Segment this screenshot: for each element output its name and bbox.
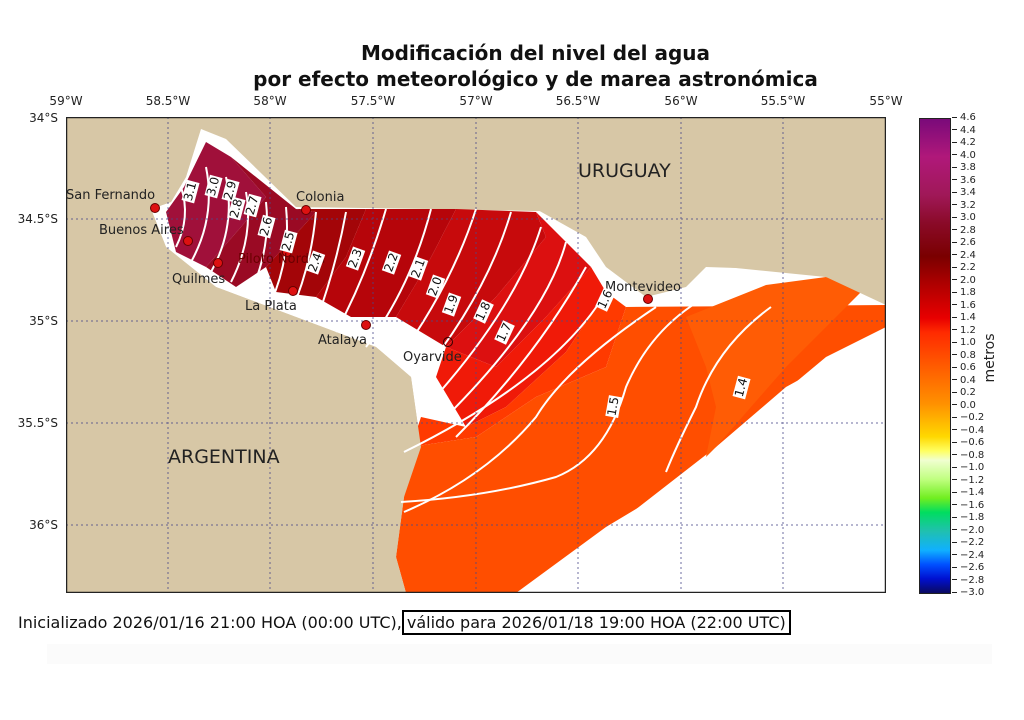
colorbar-tick: −3.0 — [952, 588, 984, 598]
colorbar-tick: 0.4 — [952, 375, 976, 386]
colorbar-tick: 3.8 — [952, 163, 976, 173]
place-label-oyarvide: Oyarvide — [403, 350, 462, 365]
lon-tick-56w: 56°W — [664, 94, 698, 108]
place-label-colonia: Colonia — [296, 190, 345, 205]
lat-tick-35s: 35°S — [29, 314, 58, 328]
colorbar-tick: 4.6 — [952, 113, 976, 123]
footer-band — [47, 644, 992, 664]
colorbar-tick: 3.4 — [952, 188, 976, 198]
place-label-san-fernando: San Fernando — [66, 188, 156, 203]
lon-tick-59w: 59°W — [49, 94, 83, 108]
lat-tick-34s: 34°S — [29, 111, 58, 125]
colorbar-tick: 2.4 — [952, 250, 976, 261]
colorbar-tick: −0.4 — [952, 425, 984, 436]
colorbar-tick: −2.0 — [952, 525, 984, 536]
place-label-quilmes: Quilmes — [172, 272, 226, 287]
place-label-buenos-aires: Buenos Aires — [99, 223, 184, 238]
place-label-montevideo: Montevideo — [605, 280, 682, 295]
map-canvas — [66, 117, 886, 593]
colorbar-tick: −1.2 — [952, 475, 984, 486]
lon-tick-58-5w: 58.5°W — [145, 94, 191, 108]
marker-buenos-aires[interactable] — [183, 236, 193, 246]
marker-oyarvide[interactable] — [443, 337, 453, 347]
initialized-text: Inicializado 2026/01/16 21:00 HOA (00:00… — [18, 613, 402, 632]
lat-tick-35-5s: 35.5°S — [17, 416, 58, 430]
map-plot-area[interactable] — [66, 117, 886, 593]
marker-la-plata[interactable] — [288, 286, 298, 296]
colorbar-tick: −2.2 — [952, 538, 984, 548]
colorbar-tick: −2.6 — [952, 563, 984, 573]
country-label-argentina: ARGENTINA — [168, 446, 280, 468]
title-line-1: Modificación del nivel del agua — [360, 41, 711, 65]
colorbar-tick: 2.8 — [952, 225, 976, 236]
colorbar-tick: 4.2 — [952, 138, 976, 148]
colorbar-tick: −2.4 — [952, 550, 984, 561]
level-1.4-zone — [686, 277, 866, 457]
marker-colonia[interactable] — [301, 205, 311, 215]
level-1.7-zone — [436, 267, 606, 427]
lat-tick-34-5s: 34.5°S — [17, 212, 58, 226]
colorbar-tick: −2.8 — [952, 575, 984, 586]
level-3.1-zone — [166, 142, 266, 267]
place-label-la-plata: La Plata — [245, 299, 297, 314]
colorbar — [919, 118, 951, 594]
colorbar-tick: 4.0 — [952, 150, 976, 161]
lon-tick-58w: 58°W — [253, 94, 287, 108]
marker-quilmes[interactable] — [213, 258, 223, 268]
colorbar-tick: 1.6 — [952, 300, 976, 311]
colorbar-tick: 0.8 — [952, 350, 976, 361]
valid-for-text: válido para 2026/01/18 19:00 HOA (22:00 … — [401, 610, 791, 635]
lon-tick-55w: 55°W — [869, 94, 903, 108]
colorbar-tick: 0.2 — [952, 388, 976, 398]
forecast-time-caption: Inicializado 2026/01/16 21:00 HOA (00:00… — [18, 610, 791, 635]
colorbar-tick: −1.8 — [952, 513, 984, 523]
colorbar-tick: −1.4 — [952, 488, 984, 498]
colorbar-tick: 2.6 — [952, 238, 976, 248]
title-line-2: por efecto meteorológico y de marea astr… — [253, 67, 818, 91]
contour-lines — [175, 166, 772, 513]
grid-lines — [66, 117, 886, 593]
colorbar-tick: −0.8 — [952, 450, 984, 461]
chart-title: Modificación del nivel del agua por efec… — [0, 40, 1024, 92]
colorbar-tick: 1.2 — [952, 325, 976, 336]
colorbar-tick: 3.2 — [952, 200, 976, 211]
colorbar-tick: 1.0 — [952, 338, 976, 348]
colorbar-tick: −1.6 — [952, 500, 984, 511]
colorbar-tick: 3.6 — [952, 175, 976, 186]
colorbar-tick: 2.0 — [952, 275, 976, 286]
level-2.1-zone — [396, 209, 546, 347]
country-label-uruguay: URUGUAY — [578, 160, 671, 182]
colorbar-tick: 0.6 — [952, 363, 976, 373]
lon-tick-56-5w: 56.5°W — [555, 94, 601, 108]
colorbar-tick: 0.0 — [952, 400, 976, 411]
place-label-piloto-norden: Piloto Norden — [238, 252, 326, 267]
lon-tick-57w: 57°W — [459, 94, 493, 108]
colorbar-tick: 3.0 — [952, 213, 976, 223]
colorbar-tick: 1.8 — [952, 288, 976, 298]
lat-tick-36s: 36°S — [29, 518, 58, 532]
lon-tick-57-5w: 57.5°W — [350, 94, 396, 108]
colorbar-tick: 1.4 — [952, 313, 976, 323]
colorbar-tick: −0.6 — [952, 438, 984, 448]
colorbar-tick: −1.0 — [952, 463, 984, 473]
place-label-atalaya: Atalaya — [318, 333, 367, 348]
lon-tick-55-5w: 55.5°W — [760, 94, 806, 108]
level-1.9-zone — [446, 212, 591, 367]
colorbar-tick: 2.2 — [952, 263, 976, 273]
marker-montevideo[interactable] — [643, 294, 653, 304]
marker-atalaya[interactable] — [361, 320, 371, 330]
colorbar-tick: −0.2 — [952, 413, 984, 423]
marker-san-fernando[interactable] — [150, 203, 160, 213]
colorbar-tick: 4.4 — [952, 125, 976, 136]
colorbar-label: metros — [982, 333, 998, 383]
